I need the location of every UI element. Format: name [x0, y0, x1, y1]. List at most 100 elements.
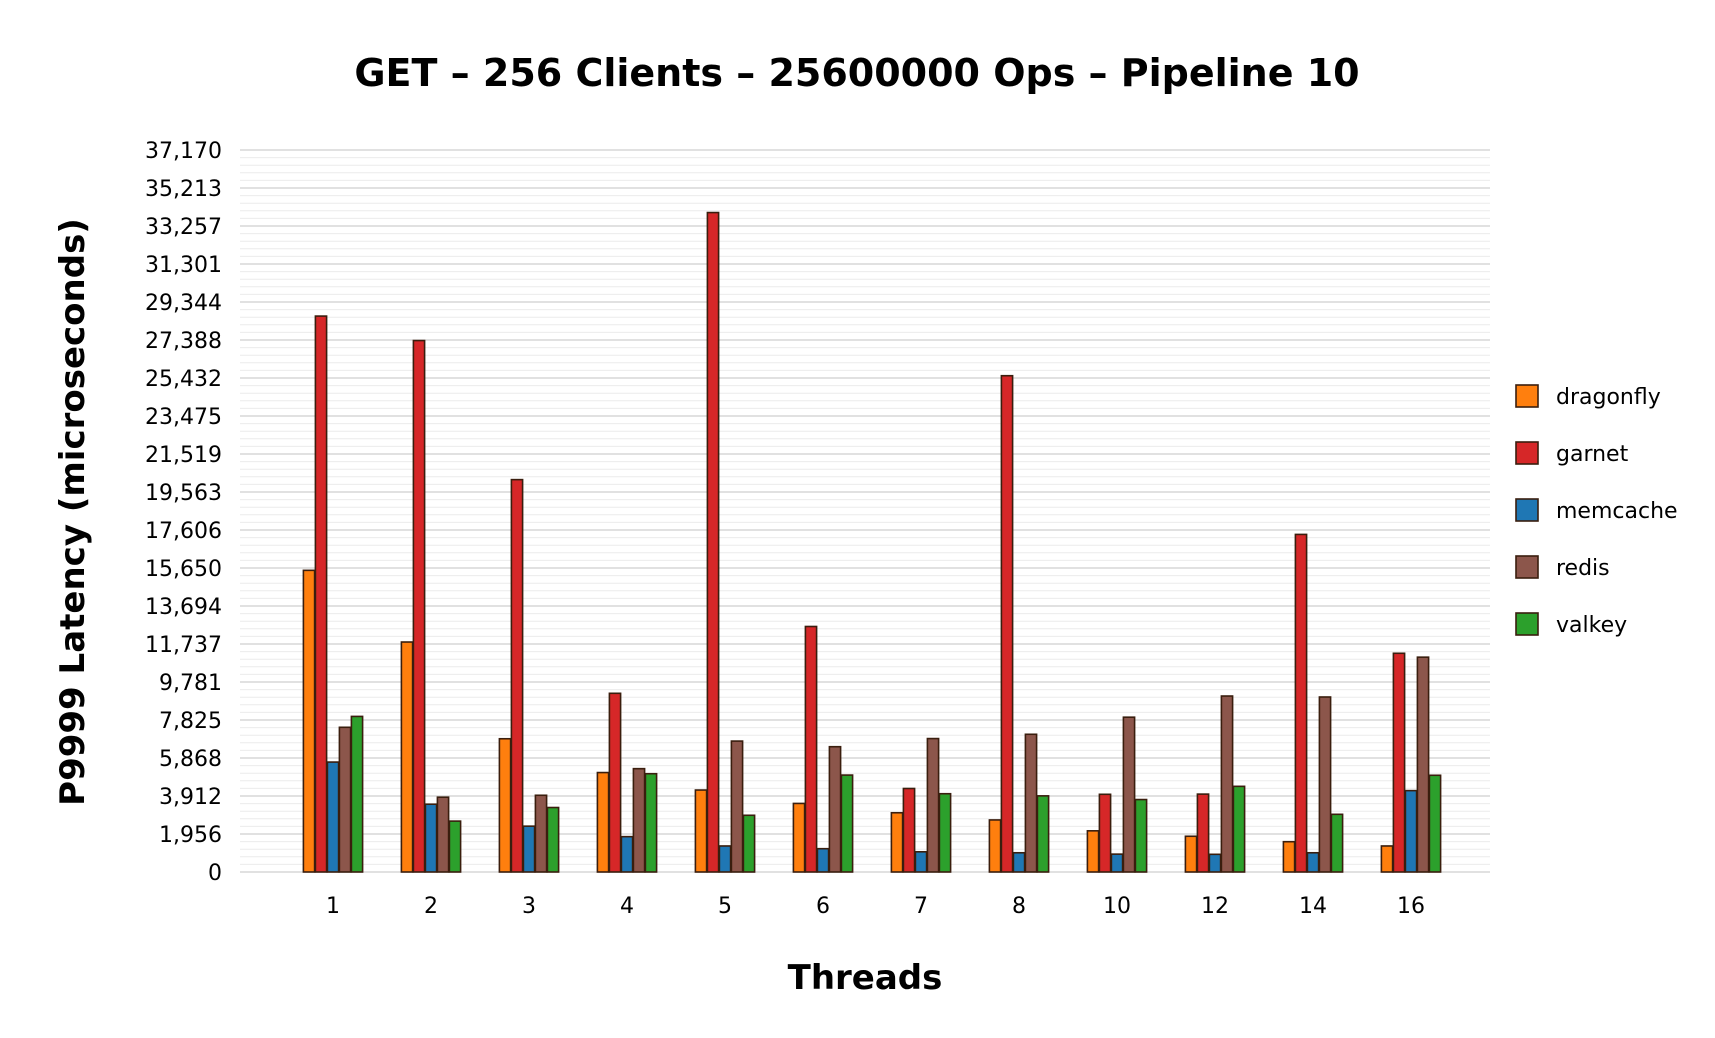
y-tick-label: 11,737 [145, 633, 222, 658]
y-tick-label: 25,432 [145, 367, 222, 392]
legend-label-dragonfly: dragonfly [1556, 385, 1661, 410]
bar-valkey [350, 715, 364, 873]
bar-redis [730, 740, 744, 873]
legend-swatch-memcache [1515, 498, 1539, 522]
bar-dragonfly [498, 737, 512, 873]
bar-memcache [914, 850, 928, 873]
y-tick-label: 19,563 [145, 481, 222, 506]
bar-memcache [522, 825, 536, 873]
x-tick-label: 2 [424, 894, 438, 919]
legend-swatch-redis [1515, 555, 1539, 579]
x-tick-label: 10 [1103, 894, 1131, 919]
chart-title: GET – 256 Clients – 25600000 Ops – Pipel… [354, 51, 1359, 95]
bar-garnet [1196, 793, 1210, 873]
y-tick-label: 3,912 [159, 785, 222, 810]
bar-garnet [1392, 652, 1406, 873]
bar-redis [632, 767, 646, 873]
bar-dragonfly [1380, 845, 1394, 873]
y-tick-label: 29,344 [145, 291, 222, 316]
bar-redis [1318, 696, 1332, 873]
bar-redis [1416, 656, 1430, 873]
x-tick-label: 4 [620, 894, 634, 919]
y-tick-label: 23,475 [145, 405, 222, 430]
bar-valkey [448, 820, 462, 873]
bar-garnet [1000, 374, 1014, 873]
bar-garnet [706, 211, 720, 873]
bar-garnet [1294, 533, 1308, 873]
y-tick-label: 9,781 [159, 671, 222, 696]
bars [302, 211, 1442, 873]
bar-dragonfly [596, 771, 610, 873]
bar-memcache [326, 761, 340, 873]
x-tick-label: 1 [326, 894, 340, 919]
y-axis-title: P9999 Latency (microseconds) [53, 218, 93, 806]
bar-valkey [1134, 798, 1148, 873]
x-tick-label: 6 [816, 894, 830, 919]
y-tick-label: 15,650 [145, 557, 222, 582]
y-tick-label: 1,956 [159, 823, 222, 848]
y-axis-ticks: 0 1,956 3,912 5,868 7,825 9,781 11,737 13,694 15… [145, 139, 222, 886]
legend: dragonfly garnet memcache redis valkey [1515, 384, 1678, 638]
bar-garnet [902, 787, 916, 873]
bar-garnet [412, 339, 426, 873]
bar-garnet [1098, 793, 1112, 873]
bar-redis [1220, 695, 1234, 873]
x-tick-label: 7 [914, 894, 928, 919]
bar-valkey [938, 792, 952, 873]
bar-memcache [816, 847, 830, 873]
x-tick-label: 3 [522, 894, 536, 919]
legend-swatch-dragonfly [1515, 384, 1539, 408]
legend-swatch-valkey [1515, 612, 1539, 636]
bar-memcache [1012, 851, 1026, 873]
bar-dragonfly [694, 789, 708, 873]
bar-dragonfly [302, 569, 316, 873]
bar-dragonfly [890, 811, 904, 873]
legend-label-memcache: memcache [1556, 499, 1678, 524]
y-tick-label: 27,388 [145, 329, 222, 354]
y-tick-label: 0 [208, 861, 222, 886]
bar-valkey [1036, 795, 1050, 873]
bar-memcache [620, 835, 634, 873]
bar-redis [436, 796, 450, 873]
bar-dragonfly [400, 641, 414, 873]
y-tick-label: 17,606 [145, 519, 222, 544]
x-tick-label: 14 [1299, 894, 1327, 919]
bar-dragonfly [792, 802, 806, 873]
bar-garnet [314, 315, 328, 873]
bar-garnet [608, 692, 622, 873]
y-tick-label: 13,694 [145, 595, 222, 620]
y-tick-label: 35,213 [145, 177, 222, 202]
bar-redis [534, 794, 548, 873]
bar-dragonfly [988, 819, 1002, 873]
bar-dragonfly [1086, 830, 1100, 873]
bar-valkey [1232, 785, 1246, 873]
y-tick-label: 5,868 [159, 747, 222, 772]
grid [240, 149, 1490, 873]
bar-dragonfly [1184, 835, 1198, 873]
bar-valkey [1330, 813, 1344, 873]
x-tick-label: 16 [1397, 894, 1425, 919]
legend-label-garnet: garnet [1556, 442, 1629, 467]
bar-redis [338, 726, 352, 873]
bar-redis [1024, 733, 1038, 873]
y-tick-label: 33,257 [145, 215, 222, 240]
bar-memcache [424, 803, 438, 873]
bar-garnet [804, 625, 818, 873]
y-tick-label: 21,519 [145, 443, 222, 468]
bar-valkey [1428, 774, 1442, 873]
x-axis-title: Threads [788, 958, 943, 998]
bar-garnet [510, 478, 524, 873]
legend-label-redis: redis [1556, 556, 1610, 581]
bar-memcache [1404, 789, 1418, 873]
y-tick-label: 7,825 [159, 709, 222, 734]
bar-valkey [644, 772, 658, 873]
bar-valkey [546, 806, 560, 873]
y-tick-label: 37,170 [145, 139, 222, 164]
bar-redis [926, 737, 940, 873]
legend-swatch-garnet [1515, 441, 1539, 465]
y-tick-label: 31,301 [145, 253, 222, 278]
bar-redis [828, 745, 842, 873]
x-tick-label: 5 [718, 894, 732, 919]
bar-memcache [718, 845, 732, 873]
